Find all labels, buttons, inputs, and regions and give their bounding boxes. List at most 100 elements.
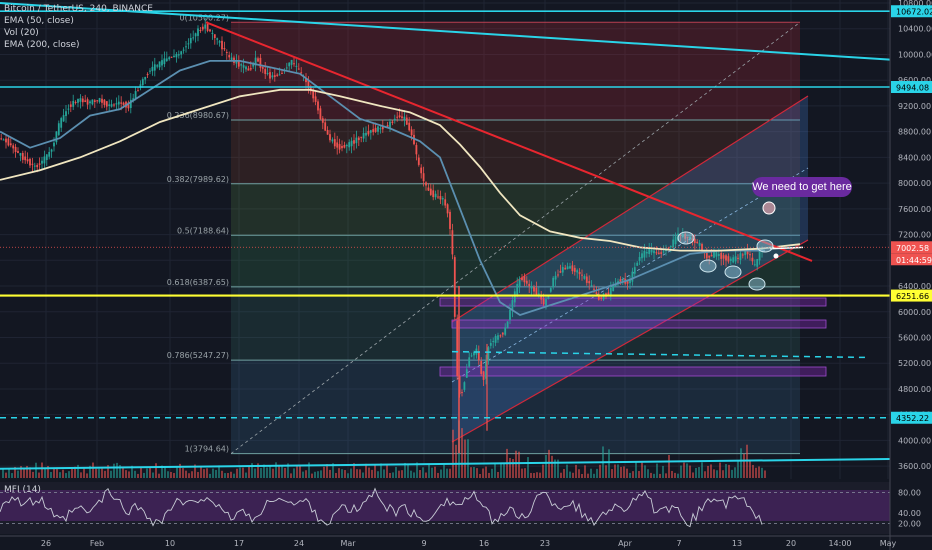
price-tag-label: 01:44:59 [896,256,932,265]
candle-body [525,280,528,284]
price-tick-label: 10400.00 [898,25,932,34]
candle-body [33,165,36,167]
candle-body [129,99,132,108]
annotation-callout[interactable]: We need to get here [752,177,852,197]
symbol-title[interactable]: Bitcoin / TetherUS, 240, BINANCE [4,4,153,14]
candle-body [0,138,3,140]
volume-bar [566,464,568,478]
volume-bar [554,459,556,478]
volume-bar [149,466,151,478]
candle-body [485,360,487,379]
volume-bar [251,463,253,478]
candle-body [101,98,103,103]
volume-bar [356,469,358,478]
candle-body [50,149,53,152]
fib-level-label: 0.382(7989.62) [167,175,229,184]
volume-bar [221,470,223,478]
volume-bar [743,453,745,478]
candle-body [187,43,190,45]
volume-bar [266,467,268,478]
ema200-legend[interactable]: EMA (200, close) [4,40,80,50]
volume-bar [29,467,31,478]
candle-body [569,266,571,269]
candle-body [29,158,31,166]
candle-body [729,258,732,261]
candle-body [12,145,15,149]
purple-zone [439,366,827,377]
volume-bar [308,462,310,478]
volume-legend[interactable]: Vol (20) [4,28,39,38]
candle-body [667,248,670,250]
candle-body [281,72,283,74]
volume-bar [125,470,127,478]
candle-body [324,122,327,131]
volume-bar [443,464,445,478]
candle-body [247,68,250,71]
volume-bar [482,468,484,478]
candle-body [338,144,341,150]
volume-bar [56,467,58,478]
time-tick-label: 10 [165,539,175,548]
volume-bar [398,470,400,478]
candle-body [57,123,60,135]
candle-body [607,292,610,295]
candle-body [636,262,639,266]
volume-bar [671,470,673,478]
purple-zone [451,319,827,329]
candle-body [408,122,411,131]
candle-body [144,76,147,80]
volume-bar [737,461,739,478]
candle-body [542,298,545,305]
volume-bar [731,469,733,478]
candle-body [45,154,48,161]
candle-body [422,173,425,182]
volume-bar [701,462,703,478]
volume-bar [407,464,409,478]
candle-body [648,248,651,255]
volume-bar [194,464,196,478]
volume-bar [71,468,73,478]
volume-bar [224,473,226,478]
sloped-level-dashed [451,350,867,359]
price-tags: 10672.02 9494.08 7002.58 01:44:59 6251.66 435… [891,5,932,424]
candle-body [381,125,384,130]
candle-body [506,321,509,328]
volume-bar [167,471,169,478]
candle-body [290,59,293,65]
marker-ellipse [756,239,774,253]
marker-ellipse [699,259,717,273]
candle-body [177,54,180,56]
candle-body [415,144,418,155]
candle-body [194,33,197,37]
indicator-legend: Bitcoin / TetherUS, 240, BINANCE EMA (50… [4,3,153,51]
volume-bar [686,463,688,478]
candle-body [161,60,163,66]
ema50-legend[interactable]: EMA (50, close) [4,16,74,26]
candle-body [393,118,396,121]
candle-body [626,280,629,284]
fib-level-label: 1(3794.64) [185,445,229,454]
candle-body [511,300,514,311]
volume-bar [668,454,670,478]
candle-body [55,131,58,143]
candle-body [336,142,339,148]
candle-body [249,68,252,70]
target-circle [762,201,776,215]
candle-body [619,279,622,282]
candle-body [674,236,677,245]
volume-bar [191,471,193,478]
candle-body [254,57,257,66]
price-tick-label: 9600.00 [898,76,931,85]
volume-bar [716,470,718,478]
price-tick-label: 8400.00 [898,153,931,162]
candle-body [672,239,675,248]
trend-lines [0,2,891,470]
candle-body [576,270,579,273]
volume-bar [665,473,667,478]
volume-bar [587,473,589,478]
time-tick-label: Mar [340,539,356,548]
price-tag-background [891,241,932,254]
candle-body [696,241,699,244]
volume-bar [284,467,286,478]
